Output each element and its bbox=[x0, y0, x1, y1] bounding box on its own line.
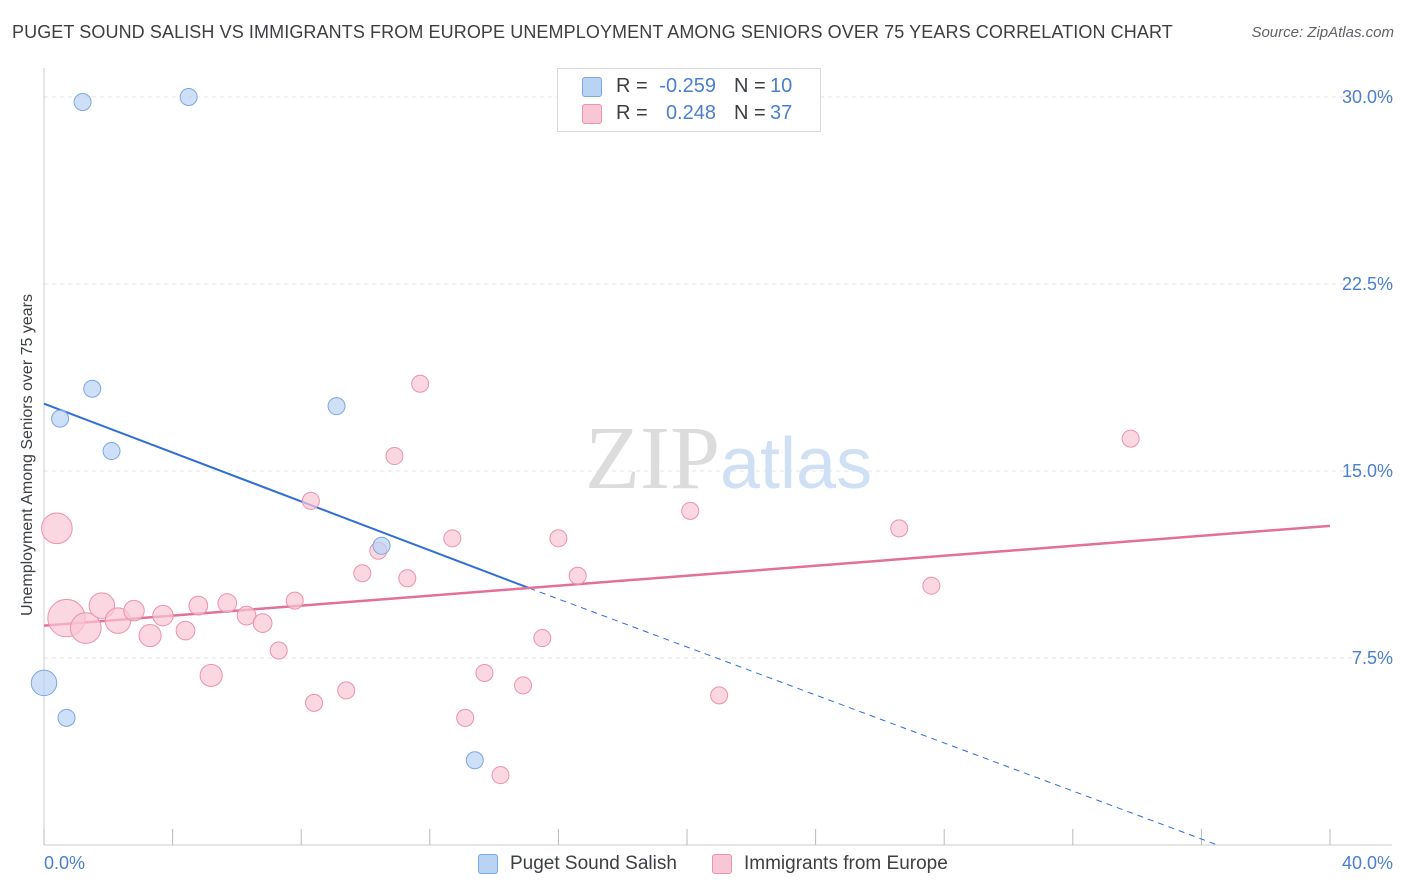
data-points bbox=[30, 88, 1140, 785]
point-europe bbox=[533, 629, 552, 648]
tick-labels: 7.5% 15.0% 22.5% 30.0% 0.0% 40.0% bbox=[44, 87, 1393, 873]
point-europe bbox=[236, 605, 257, 626]
point-europe bbox=[710, 686, 729, 705]
r-label: R = bbox=[616, 102, 648, 124]
legend-swatch-blue bbox=[582, 77, 602, 97]
point-europe bbox=[568, 566, 587, 585]
legend-swatch-pink bbox=[712, 854, 732, 874]
point-europe bbox=[443, 529, 462, 548]
point-europe bbox=[269, 641, 288, 660]
point-puget bbox=[102, 442, 121, 461]
point-europe bbox=[491, 766, 510, 785]
chart-title: PUGET SOUND SALISH VS IMMIGRANTS FROM EU… bbox=[12, 22, 1173, 42]
point-puget bbox=[73, 92, 92, 111]
legend-row-europe: R = 0.248 N = 37 bbox=[558, 100, 820, 128]
n-label: N = bbox=[734, 102, 766, 124]
point-puget bbox=[30, 669, 58, 697]
point-europe bbox=[922, 576, 941, 595]
grid-lines bbox=[44, 96, 1392, 659]
x-tick-label: 40.0% bbox=[1342, 853, 1393, 873]
point-puget bbox=[465, 751, 484, 770]
legend-swatch-pink bbox=[582, 104, 602, 124]
series-legend: Puget Sound Salish Immigrants from Europ… bbox=[0, 852, 1406, 878]
legend-label: Immigrants from Europe bbox=[744, 853, 948, 874]
point-puget bbox=[372, 536, 391, 555]
point-europe bbox=[305, 693, 324, 712]
point-europe bbox=[1121, 429, 1140, 448]
y-tick-label: 22.5% bbox=[1342, 274, 1393, 294]
point-europe bbox=[123, 599, 145, 622]
y-tick-label: 15.0% bbox=[1342, 461, 1393, 481]
point-europe bbox=[514, 676, 533, 695]
n-label: N = bbox=[734, 75, 766, 97]
point-puget bbox=[57, 708, 76, 727]
point-europe bbox=[411, 374, 430, 393]
axes bbox=[43, 68, 1392, 846]
r-value: 0.248 bbox=[665, 102, 716, 124]
watermark-atlas: atlas bbox=[720, 424, 872, 504]
r-value: -0.259 bbox=[659, 75, 716, 97]
chart-source: Source: ZipAtlas.com bbox=[1251, 24, 1394, 41]
point-europe bbox=[385, 447, 404, 466]
x-tick-label: 0.0% bbox=[44, 853, 85, 873]
trend-line-puget-extension bbox=[529, 587, 1218, 846]
n-value: 10 bbox=[770, 75, 793, 97]
correlation-legend: R = -0.259 N = 10 R = 0.248 N = 37 bbox=[557, 68, 821, 132]
point-europe bbox=[252, 613, 273, 633]
point-europe bbox=[69, 612, 102, 644]
point-europe bbox=[152, 604, 174, 627]
point-europe bbox=[217, 593, 238, 613]
point-europe bbox=[175, 620, 196, 641]
y-tick-label: 7.5% bbox=[1352, 648, 1393, 668]
point-europe bbox=[301, 491, 320, 510]
point-puget bbox=[327, 397, 346, 416]
r-label: R = bbox=[616, 75, 648, 97]
point-europe bbox=[456, 708, 475, 727]
point-europe bbox=[285, 591, 304, 610]
point-europe bbox=[337, 681, 356, 700]
watermark-zip: ZIP bbox=[585, 409, 720, 508]
point-puget bbox=[179, 88, 198, 106]
legend-swatch-blue bbox=[478, 854, 498, 874]
trend-line-puget bbox=[43, 402, 530, 590]
point-europe bbox=[41, 512, 73, 545]
point-europe bbox=[353, 564, 372, 583]
trend-line-europe bbox=[43, 524, 1331, 627]
point-europe bbox=[890, 519, 909, 538]
y-tick-label: 30.0% bbox=[1342, 87, 1393, 107]
point-europe bbox=[549, 529, 568, 548]
point-puget bbox=[83, 379, 102, 398]
legend-row-puget: R = -0.259 N = 10 bbox=[558, 73, 820, 101]
point-europe bbox=[138, 624, 162, 648]
point-puget bbox=[51, 409, 70, 428]
trend-lines bbox=[43, 402, 1331, 846]
point-europe bbox=[681, 501, 700, 520]
point-europe bbox=[188, 595, 209, 616]
legend-label: Puget Sound Salish bbox=[510, 853, 677, 874]
n-value: 37 bbox=[770, 102, 793, 124]
point-europe bbox=[398, 569, 417, 588]
point-europe bbox=[475, 663, 494, 682]
point-europe bbox=[199, 663, 223, 688]
